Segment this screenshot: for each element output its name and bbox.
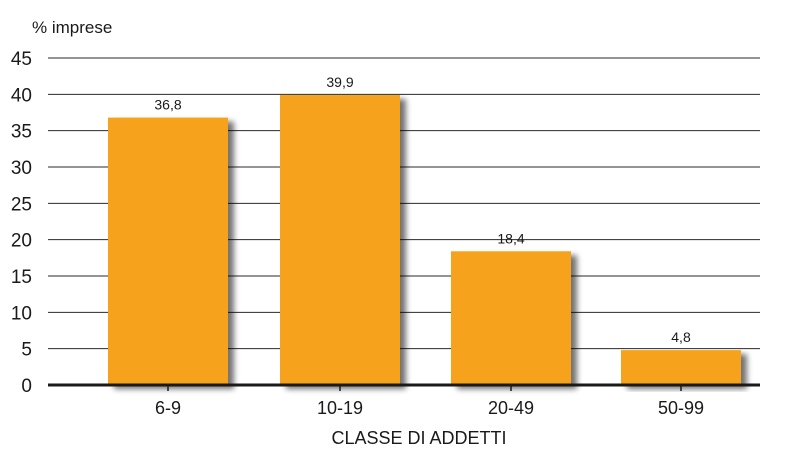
x-tick-label: 10-19	[317, 398, 363, 418]
data-label: 36,8	[154, 97, 181, 113]
x-tick-label: 20-49	[488, 398, 534, 418]
y-tick-label: 5	[21, 340, 32, 361]
data-label: 4,8	[671, 329, 691, 345]
bar-10-19	[280, 95, 400, 385]
y-tick-label: 45	[11, 49, 32, 70]
bars	[108, 95, 741, 385]
x-tick-label: 6-9	[155, 398, 181, 418]
y-axis-label: % imprese	[32, 18, 112, 37]
y-tick-label: 40	[11, 85, 32, 106]
labels: % imprese CLASSE DI ADDETTI 0 5 10 15 20 25 30…	[11, 18, 704, 448]
y-tick-label: 0	[21, 376, 32, 397]
data-label: 18,4	[497, 230, 524, 246]
bar-6-9	[108, 117, 228, 385]
data-label: 39,9	[326, 74, 353, 90]
axes	[48, 383, 760, 391]
x-tick-label: 50-99	[658, 398, 704, 418]
bar-20-49	[451, 251, 571, 385]
y-tick-label: 25	[11, 194, 32, 215]
y-tick-label: 35	[11, 122, 32, 143]
y-tick-label: 30	[11, 158, 32, 179]
y-tick-label: 15	[11, 267, 32, 288]
x-axis-label: CLASSE DI ADDETTI	[331, 428, 506, 448]
bar-50-99	[621, 350, 741, 385]
y-tick-label: 10	[11, 303, 32, 324]
y-tick-label: 20	[11, 231, 32, 252]
